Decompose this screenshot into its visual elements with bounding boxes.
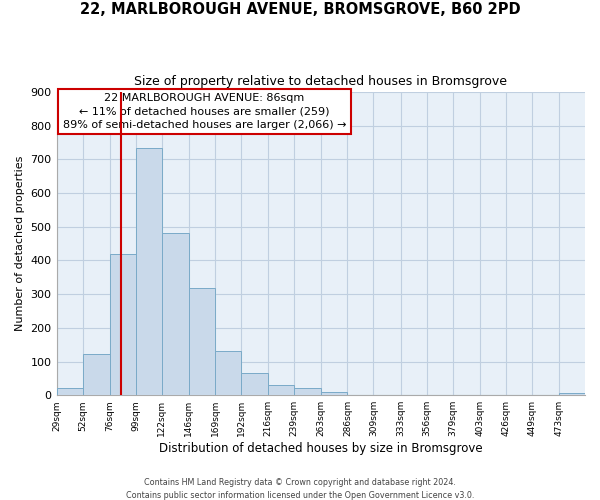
Bar: [294, 388, 322, 395]
X-axis label: Distribution of detached houses by size in Bromsgrove: Distribution of detached houses by size …: [159, 442, 482, 455]
Text: 22, MARLBOROUGH AVENUE, BROMSGROVE, B60 2PD: 22, MARLBOROUGH AVENUE, BROMSGROVE, B60 …: [80, 2, 520, 18]
Bar: [268, 385, 294, 395]
Text: Contains HM Land Registry data © Crown copyright and database right 2024.
Contai: Contains HM Land Registry data © Crown c…: [126, 478, 474, 500]
Bar: [110, 254, 136, 395]
Text: 22 MARLBOROUGH AVENUE: 86sqm
← 11% of detached houses are smaller (259)
89% of s: 22 MARLBOROUGH AVENUE: 86sqm ← 11% of de…: [63, 94, 346, 130]
Bar: [56, 388, 83, 395]
Y-axis label: Number of detached properties: Number of detached properties: [15, 156, 25, 332]
Bar: [559, 392, 585, 395]
Title: Size of property relative to detached houses in Bromsgrove: Size of property relative to detached ho…: [134, 75, 507, 88]
Bar: [241, 374, 268, 395]
Bar: [215, 350, 241, 395]
Bar: [322, 392, 347, 395]
Bar: [189, 288, 215, 395]
Bar: [136, 148, 162, 395]
Bar: [162, 233, 189, 395]
Bar: [83, 354, 110, 395]
